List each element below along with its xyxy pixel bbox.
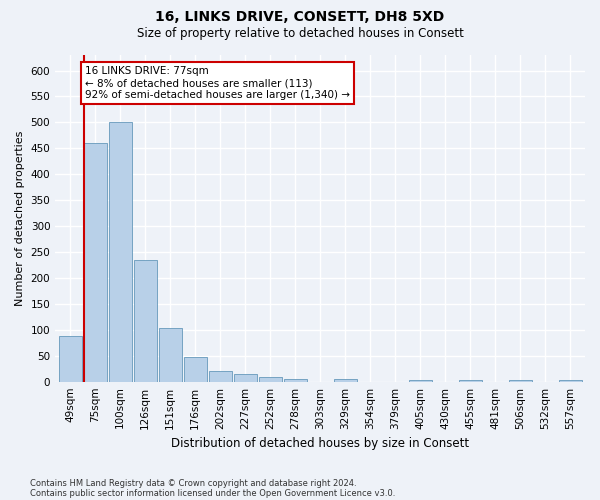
X-axis label: Distribution of detached houses by size in Consett: Distribution of detached houses by size … <box>171 437 469 450</box>
Bar <box>233 374 257 382</box>
Bar <box>83 143 107 382</box>
Bar <box>458 380 482 382</box>
Y-axis label: Number of detached properties: Number of detached properties <box>15 130 25 306</box>
Bar <box>59 336 82 382</box>
Text: Contains HM Land Registry data © Crown copyright and database right 2024.: Contains HM Land Registry data © Crown c… <box>30 478 356 488</box>
Bar <box>158 328 182 382</box>
Bar <box>284 379 307 382</box>
Bar <box>209 372 232 382</box>
Text: 16 LINKS DRIVE: 77sqm
← 8% of detached houses are smaller (113)
92% of semi-deta: 16 LINKS DRIVE: 77sqm ← 8% of detached h… <box>85 66 350 100</box>
Bar <box>409 380 431 382</box>
Bar <box>559 380 581 382</box>
Bar <box>134 260 157 382</box>
Bar <box>109 122 131 382</box>
Text: Size of property relative to detached houses in Consett: Size of property relative to detached ho… <box>137 28 463 40</box>
Bar <box>509 380 532 382</box>
Bar <box>334 379 356 382</box>
Text: Contains public sector information licensed under the Open Government Licence v3: Contains public sector information licen… <box>30 488 395 498</box>
Bar <box>184 358 206 382</box>
Text: 16, LINKS DRIVE, CONSETT, DH8 5XD: 16, LINKS DRIVE, CONSETT, DH8 5XD <box>155 10 445 24</box>
Bar <box>259 377 281 382</box>
